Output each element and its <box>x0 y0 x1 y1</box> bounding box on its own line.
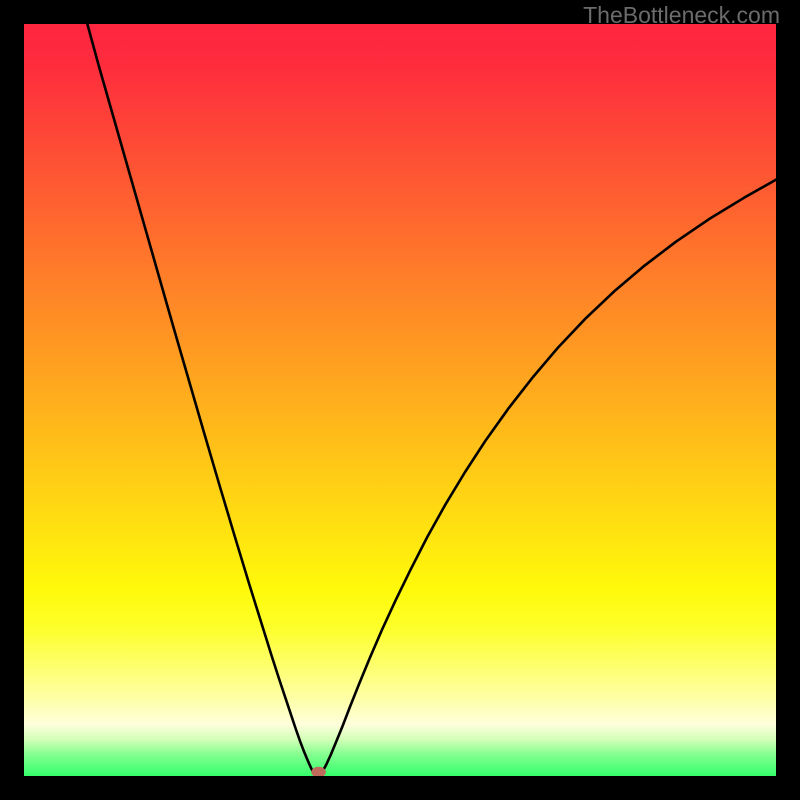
plot-background <box>23 23 777 777</box>
chart-stage: { "canvas": { "width": 800, "height": 80… <box>0 0 800 800</box>
minimum-marker <box>311 767 326 778</box>
chart-svg <box>0 0 800 800</box>
watermark-label: TheBottleneck.com <box>583 2 780 29</box>
